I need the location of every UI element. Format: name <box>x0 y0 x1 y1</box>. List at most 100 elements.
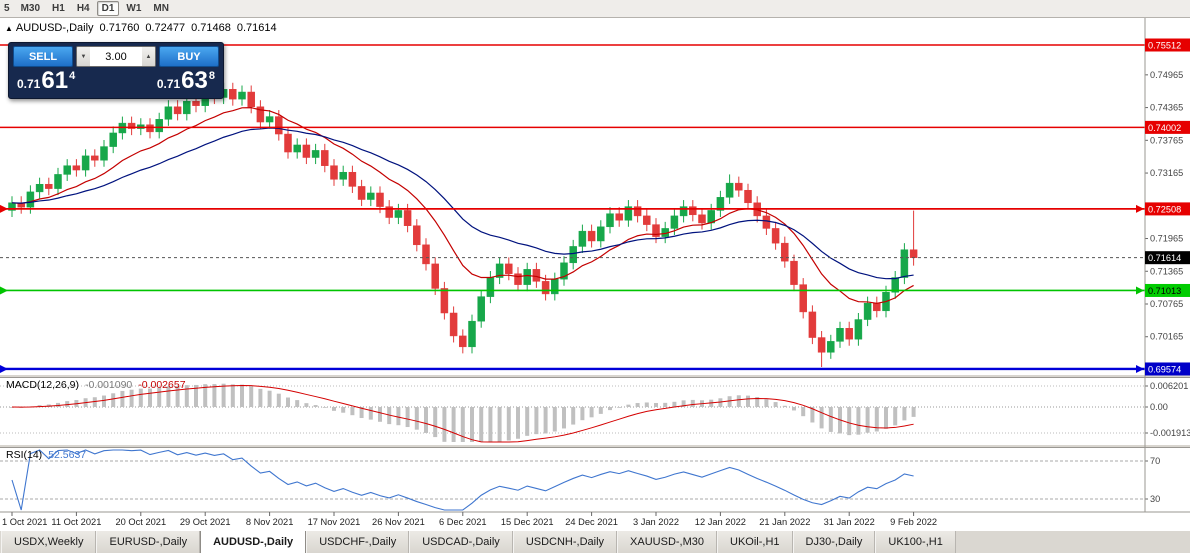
candle-body <box>615 213 623 221</box>
macd-histogram-bar <box>672 401 677 407</box>
candle-body <box>735 182 743 191</box>
timeframe-button-d1[interactable]: D1 <box>96 1 120 16</box>
sell-button[interactable]: SELL <box>13 46 73 67</box>
macd-histogram-bar <box>221 383 226 407</box>
level-marker-left-icon <box>0 286 8 295</box>
buy-button[interactable]: BUY <box>159 46 219 67</box>
price-axis-label: 0.73165 <box>1150 168 1183 178</box>
ohlc-open: 0.71760 <box>99 22 140 34</box>
macd-histogram-bar <box>203 384 208 407</box>
chart-tab-ukoil-h1[interactable]: UKOil-,H1 <box>717 531 793 553</box>
candle-body <box>284 133 292 153</box>
macd-histogram-bar <box>534 407 539 435</box>
volume-input[interactable]: 3.00 <box>105 50 127 63</box>
macd-axis-label: -0.001913 <box>1150 428 1190 438</box>
price-axis-label: 0.70765 <box>1150 299 1183 309</box>
volume-increase-icon[interactable]: ▲ <box>142 47 155 66</box>
candle-body <box>569 246 577 264</box>
macd-histogram-bar <box>313 405 318 407</box>
macd-histogram-bar <box>562 407 566 429</box>
price-level-badge <box>1145 38 1190 52</box>
candle-body <box>247 91 255 108</box>
candle-body <box>606 213 614 228</box>
candle-body <box>394 210 403 218</box>
level-marker-right-icon <box>1136 204 1144 213</box>
price-level-badge-label: 0.71614 <box>1148 253 1181 263</box>
price-axis[interactable] <box>1145 18 1190 512</box>
macd-histogram-bar <box>810 407 815 423</box>
candle-body <box>183 101 191 115</box>
candle-body <box>781 242 789 262</box>
candle-body <box>799 284 807 313</box>
candle-body <box>744 189 752 204</box>
candle-body <box>321 150 329 166</box>
candle-body <box>137 124 145 129</box>
timeframe-button-mn[interactable]: MN <box>153 3 169 14</box>
date-label: 1 Oct 2021 <box>2 517 47 527</box>
chart-tab-usdcad-daily[interactable]: USDCAD-,Daily <box>409 531 513 553</box>
panel-separator <box>0 374 1190 378</box>
date-label: 26 Nov 2021 <box>372 517 425 527</box>
macd-histogram-bar <box>65 401 70 407</box>
macd-histogram-bar <box>828 407 833 432</box>
candle-body <box>413 225 421 246</box>
macd-histogram-bar <box>102 395 106 407</box>
price-chart-canvas[interactable]: 0.749650.743650.737650.731650.719650.713… <box>0 18 1190 530</box>
chart-tab-eurusd-daily[interactable]: EURUSD-,Daily <box>96 531 201 553</box>
macd-histogram-bar <box>736 395 741 407</box>
chart-tab-uk100-h1[interactable]: UK100-,H1 <box>875 531 956 553</box>
timeframe-button-w1[interactable]: W1 <box>126 3 142 14</box>
candle-body <box>192 101 200 106</box>
candle-body <box>376 192 384 207</box>
candle-body <box>293 144 301 153</box>
macd-histogram-bar <box>212 384 217 407</box>
candle-body <box>403 210 412 226</box>
buy-price[interactable]: 0.71 63 8 <box>157 68 215 94</box>
one-click-trading-panel: SELL ▼ 3.00 ▲ BUY 0.71 61 4 0.71 63 8 <box>8 42 224 99</box>
candle-body <box>633 206 642 217</box>
ohlc-low: 0.71468 <box>191 22 231 34</box>
chart-tab-audusd-daily[interactable]: AUDUSD-,Daily <box>200 531 307 553</box>
timeframe-toolbar: 5 M30 H1 H4 D1 W1 MN <box>0 0 1190 18</box>
macd-histogram-bar <box>460 407 465 442</box>
sell-price-point: 4 <box>69 70 76 82</box>
macd-histogram-bar <box>755 397 760 407</box>
chart-tab-xauusd-m30[interactable]: XAUUSD-,M30 <box>617 531 718 553</box>
volume-decrease-icon[interactable]: ▼ <box>77 47 90 66</box>
buy-price-pips: 63 <box>181 67 208 94</box>
candle-body <box>790 260 798 285</box>
candle-body <box>495 263 504 278</box>
candle-body <box>422 244 430 265</box>
timeframe-button-h4[interactable]: H4 <box>76 3 90 14</box>
macd-histogram-bar <box>893 407 898 426</box>
chart-tab-dj30-daily[interactable]: DJ30-,Daily <box>792 531 876 553</box>
buy-price-prefix: 0.71 <box>156 77 181 91</box>
price-level-badge <box>1145 362 1190 376</box>
macd-histogram-bar <box>819 407 824 429</box>
macd-signal-line <box>11 385 914 443</box>
timeframe-button-5[interactable]: 5 <box>4 3 10 14</box>
macd-histogram-bar <box>249 386 254 407</box>
macd-histogram-bar <box>654 403 658 407</box>
chart-tab-usdchf-daily[interactable]: USDCHF-,Daily <box>306 531 410 553</box>
price-axis-label: 0.71365 <box>1150 266 1183 276</box>
one-click-collapse-arrow-icon[interactable]: ▲ <box>5 23 13 33</box>
candle-body <box>63 165 71 175</box>
chart-tab-usdcnh-daily[interactable]: USDCNH-,Daily <box>512 531 618 553</box>
candle-body <box>440 288 449 314</box>
price-level-badge-label: 0.69574 <box>1148 364 1181 374</box>
candle-body <box>808 311 817 338</box>
chart-tab-usdx-weekly[interactable]: USDX,Weekly <box>1 531 97 553</box>
timeframe-button-h1[interactable]: H1 <box>52 3 65 14</box>
sell-price[interactable]: 0.71 61 4 <box>17 68 75 94</box>
timeframe-button-m30[interactable]: M30 <box>20 3 41 14</box>
candle-body <box>817 337 826 353</box>
macd-histogram-bar <box>157 387 162 407</box>
candle-body <box>762 215 771 229</box>
date-label: 12 Jan 2022 <box>695 517 746 527</box>
date-label: 6 Dec 2021 <box>439 517 487 527</box>
macd-indicator-label: MACD(12,26,9) -0.001090 -0.002657 <box>6 379 186 391</box>
date-label: 8 Nov 2021 <box>246 517 294 527</box>
macd-histogram-bar <box>617 407 622 408</box>
macd-histogram-bar <box>258 388 263 407</box>
